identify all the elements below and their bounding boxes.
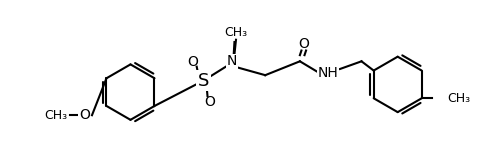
- Text: CH₃: CH₃: [224, 26, 247, 39]
- Text: S: S: [198, 72, 209, 90]
- Text: CH₃: CH₃: [447, 92, 470, 105]
- Text: O: O: [298, 37, 309, 51]
- Text: O: O: [204, 95, 215, 109]
- Text: O: O: [187, 55, 198, 69]
- Text: NH: NH: [318, 66, 339, 80]
- Text: CH₃: CH₃: [44, 109, 67, 122]
- Text: O: O: [79, 108, 90, 122]
- Text: N: N: [227, 54, 237, 68]
